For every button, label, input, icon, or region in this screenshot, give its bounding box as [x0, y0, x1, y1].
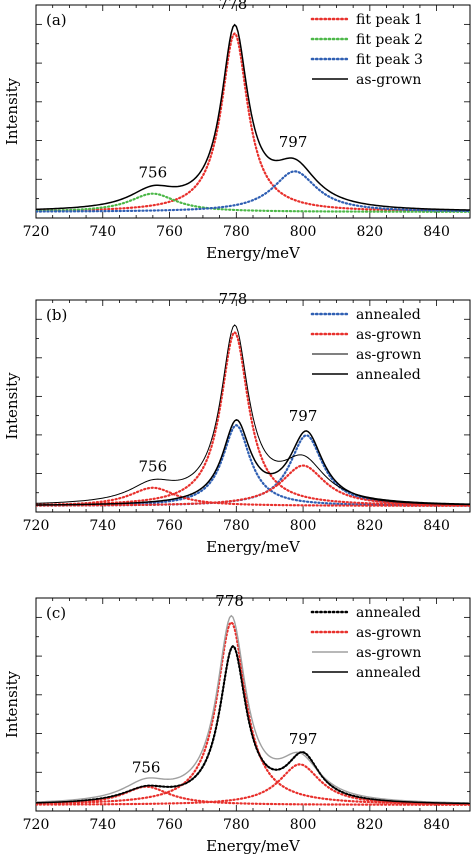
x-tick-label: 780	[223, 518, 250, 534]
x-axis-label: Energy/meV	[206, 837, 301, 855]
series-line-annealed	[36, 423, 470, 507]
x-tick-label: 800	[290, 817, 317, 833]
series-line-fit-peak-2	[36, 192, 470, 213]
series-line-as-grown	[36, 763, 470, 806]
series-line-as-grown	[36, 464, 470, 507]
x-tick-label: 720	[23, 224, 50, 240]
legend-entry: fit peak 2	[356, 32, 423, 48]
legend-entry: as-grown	[356, 625, 421, 641]
x-tick-label: 780	[223, 817, 250, 833]
legend-entry: annealed	[356, 307, 421, 323]
x-tick-label: 720	[23, 817, 50, 833]
panel-label: (c)	[46, 604, 66, 622]
legend-entry: annealed	[356, 665, 421, 681]
x-axis-label: Energy/meV	[206, 538, 301, 556]
legend-entry: fit peak 3	[356, 52, 423, 68]
x-tick-label: 780	[223, 224, 250, 240]
x-tick-label: 800	[290, 518, 317, 534]
series-line-fit-peak-1	[36, 31, 470, 213]
series-line-annealed	[36, 434, 470, 507]
x-tick-label: 760	[156, 518, 183, 534]
legend-entry: annealed	[356, 605, 421, 621]
peak-label: 756	[139, 458, 168, 476]
chart-panel-3: 720 740 760 780 800 820 840 Energy/meV Intensity…	[3, 592, 471, 855]
peak-label: 797	[279, 133, 308, 151]
x-tick-label: 740	[89, 224, 116, 240]
legend-entry: as-grown	[356, 72, 421, 88]
series-line-as-grown	[36, 330, 470, 507]
series-line-annealed	[36, 419, 470, 506]
peak-label: 778	[215, 592, 244, 610]
plot-area	[36, 23, 470, 213]
x-tick-label: 740	[89, 518, 116, 534]
series-line-as-grown	[36, 614, 470, 804]
y-axis-label: Intensity	[3, 77, 21, 145]
x-tick-label: 740	[89, 817, 116, 833]
peak-label: 778	[219, 0, 248, 13]
chart-panel-1: 720 740 760 780 800 820 840 Energy/meV Intensity…	[3, 0, 471, 262]
x-tick-label: 820	[356, 518, 383, 534]
x-tick-label: 820	[356, 817, 383, 833]
peak-label: 797	[289, 407, 318, 425]
legend-entry: as-grown	[356, 327, 421, 343]
peak-label: 778	[219, 290, 248, 308]
legend-entry: as-grown	[356, 347, 421, 363]
chart-panel-2: 720 740 760 780 800 820 840 Energy/meV Intensity…	[3, 290, 471, 556]
plot-area	[36, 324, 470, 507]
peak-label: 756	[132, 759, 161, 777]
series-line-as-grown	[36, 785, 470, 806]
peak-label: 797	[289, 730, 318, 748]
x-axis-label: Energy/meV	[206, 244, 301, 262]
legend-entry: annealed	[356, 367, 421, 383]
x-tick-label: 840	[423, 817, 450, 833]
peak-label: 756	[139, 164, 168, 182]
x-tick-label: 720	[23, 518, 50, 534]
series-line-annealed	[36, 645, 470, 805]
x-tick-label: 840	[423, 518, 450, 534]
y-axis-label: Intensity	[3, 670, 21, 738]
legend-entry: fit peak 1	[356, 12, 423, 28]
legend-entry: as-grown	[356, 645, 421, 661]
x-tick-label: 760	[156, 817, 183, 833]
x-tick-label: 800	[290, 224, 317, 240]
panel-label: (b)	[46, 306, 67, 324]
plot-area	[36, 614, 470, 806]
series-line-as-grown	[36, 23, 470, 211]
panel-label: (a)	[46, 11, 67, 29]
series-line-fit-peak-3	[36, 170, 470, 213]
y-axis-label: Intensity	[3, 372, 21, 440]
series-line-as-grown	[36, 324, 470, 505]
x-tick-label: 840	[423, 224, 450, 240]
x-tick-label: 820	[356, 224, 383, 240]
x-tick-label: 760	[156, 224, 183, 240]
series-line-as-grown	[36, 486, 470, 507]
